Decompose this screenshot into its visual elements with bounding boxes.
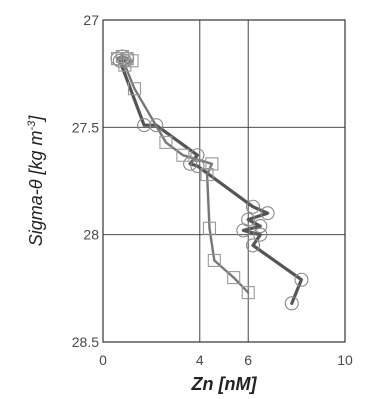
y-tick-label: 27 bbox=[83, 12, 99, 28]
data-point-circle bbox=[245, 238, 261, 253]
data-point-circle bbox=[284, 296, 299, 311]
data-point-circle bbox=[190, 158, 205, 174]
data-point-square bbox=[202, 221, 217, 235]
series-line-circle bbox=[115, 54, 303, 305]
plot-frame bbox=[102, 19, 346, 343]
data-point-square bbox=[115, 49, 129, 64]
y-axis-label-main: Sigma-θ [kg m bbox=[26, 131, 46, 247]
data-point-square bbox=[118, 58, 132, 72]
y-tick-label: 28 bbox=[83, 227, 99, 243]
x-tick-label: 4 bbox=[196, 352, 204, 368]
y-tick-label: 27.5 bbox=[72, 119, 99, 135]
data-point-square bbox=[207, 253, 221, 267]
grid bbox=[103, 20, 345, 342]
y-tick-labels: 27 27.5 28 28.5 bbox=[72, 12, 99, 350]
data-point-square bbox=[200, 168, 214, 182]
data-point-square bbox=[227, 271, 241, 285]
y-axis-label: Sigma-θ [kg m-3] bbox=[26, 115, 46, 247]
x-tick-label: 0 bbox=[99, 352, 107, 368]
x-tick-label: 10 bbox=[337, 352, 353, 368]
y-tick-label: 28.5 bbox=[72, 334, 99, 350]
x-tick-label: 6 bbox=[244, 352, 252, 368]
series-markers bbox=[110, 49, 309, 311]
data-point-circle bbox=[236, 223, 251, 238]
data-point-circle bbox=[253, 219, 268, 234]
data-point-circle bbox=[183, 156, 198, 171]
data-point-square bbox=[241, 286, 255, 300]
series-line-square bbox=[116, 55, 250, 294]
data-point-circle bbox=[149, 118, 164, 133]
data-point-square bbox=[159, 135, 173, 149]
y-axis-label-bracket: ] bbox=[26, 115, 46, 123]
data-point-circle bbox=[260, 206, 275, 221]
x-axis-label: Zn [nM] bbox=[191, 374, 258, 394]
data-point-circle bbox=[294, 272, 309, 287]
data-point-square bbox=[125, 54, 139, 68]
data-point-circle bbox=[190, 148, 205, 163]
data-point-square bbox=[176, 148, 190, 162]
data-point-circle bbox=[245, 199, 261, 214]
data-point-square bbox=[127, 82, 142, 96]
y-axis-label-superscript: -3 bbox=[26, 120, 38, 131]
data-point-square bbox=[205, 157, 219, 171]
data-point-circle bbox=[137, 118, 152, 133]
x-tick-labels: 0 4 6 10 bbox=[99, 352, 353, 368]
data-point-circle bbox=[253, 227, 268, 242]
